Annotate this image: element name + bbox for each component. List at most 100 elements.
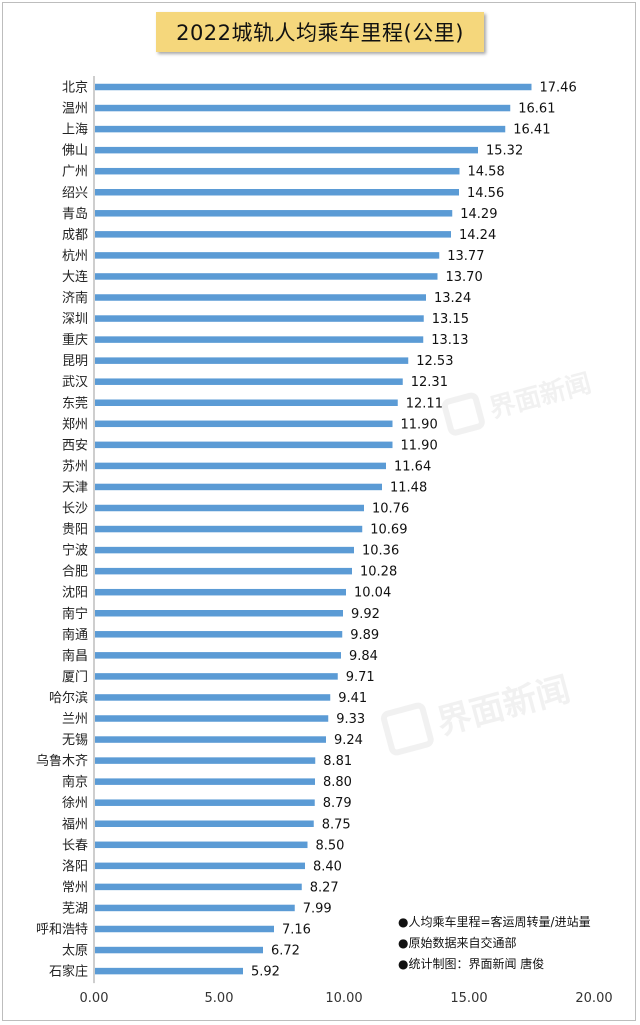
- category-label: 哈尔滨: [49, 690, 88, 706]
- value-label: 8.75: [322, 817, 351, 832]
- category-label: 东莞: [62, 396, 88, 411]
- category-label: 徐州: [62, 796, 88, 811]
- value-label: 8.50: [316, 838, 345, 853]
- category-label: 武汉: [62, 375, 88, 390]
- value-label: 6.72: [271, 944, 300, 959]
- value-label: 12.31: [411, 375, 448, 390]
- bar: [95, 820, 314, 827]
- value-label: 8.81: [323, 754, 352, 769]
- value-label: 7.16: [282, 923, 311, 938]
- bar: [95, 83, 532, 91]
- category-label: 昆明: [62, 354, 88, 369]
- note-source: ●原始数据来自交通部: [398, 936, 517, 950]
- category-label: 广州: [62, 165, 88, 180]
- category-label: 太原: [62, 944, 88, 959]
- category-label: 深圳: [62, 312, 88, 327]
- value-label: 17.46: [540, 81, 577, 96]
- value-label: 9.92: [351, 607, 380, 622]
- category-label: 大连: [62, 269, 88, 285]
- bar: [95, 525, 363, 533]
- value-label: 7.99: [303, 901, 332, 916]
- value-label: 8.27: [310, 880, 339, 895]
- category-label: 常州: [62, 880, 88, 895]
- value-label: 13.15: [432, 312, 469, 327]
- bar: [95, 546, 354, 554]
- bar: [95, 841, 308, 849]
- value-label: 14.24: [459, 228, 496, 243]
- bar: [95, 462, 386, 470]
- value-label: 10.36: [362, 544, 399, 559]
- category-label: 上海: [62, 123, 88, 138]
- bar: [95, 378, 403, 385]
- category-label: 南京: [62, 774, 88, 790]
- bar: [95, 736, 326, 743]
- bar: [95, 925, 274, 933]
- category-label: 长春: [62, 838, 88, 853]
- category-label: 南通: [62, 627, 88, 643]
- bar: [95, 483, 382, 491]
- bar: [95, 252, 440, 259]
- x-tick-label: 15.00: [450, 991, 487, 1006]
- category-label: 郑州: [62, 417, 88, 432]
- category-label: 厦门: [62, 670, 88, 685]
- value-label: 10.76: [372, 502, 409, 517]
- category-label: 佛山: [62, 144, 88, 159]
- value-label: 13.24: [434, 291, 471, 306]
- category-label: 重庆: [62, 332, 88, 348]
- bar: [95, 441, 393, 449]
- x-tick-label: 0.00: [80, 991, 109, 1006]
- bar: [95, 399, 398, 406]
- bar: [95, 210, 453, 217]
- bar: [95, 757, 316, 764]
- value-label: 8.40: [313, 859, 342, 874]
- category-label: 兰州: [62, 712, 88, 727]
- category-label: 石家庄: [49, 964, 88, 980]
- x-tick-label: 5.00: [205, 991, 234, 1006]
- value-label: 13.13: [431, 333, 468, 348]
- category-label: 青岛: [62, 206, 88, 222]
- category-label: 苏州: [62, 458, 88, 474]
- value-label: 16.41: [513, 123, 550, 138]
- value-label: 9.33: [336, 712, 365, 727]
- value-label: 16.61: [518, 102, 555, 117]
- bar: [95, 125, 506, 133]
- bar: [95, 273, 438, 280]
- category-label: 宁波: [62, 543, 88, 559]
- bar: [95, 357, 409, 364]
- bar: [95, 189, 459, 196]
- category-label: 成都: [62, 228, 88, 243]
- bar: [95, 946, 263, 954]
- value-label: 10.69: [370, 523, 407, 538]
- value-label: 11.64: [394, 459, 431, 474]
- chart-title: 2022城轨人均乘车里程(公里): [156, 12, 484, 52]
- bar: [95, 315, 424, 322]
- x-tick-label: 10.00: [325, 991, 362, 1006]
- bar: [95, 862, 305, 870]
- bar: [95, 883, 302, 891]
- value-label: 10.28: [360, 565, 397, 580]
- category-label: 长沙: [62, 502, 88, 517]
- bar: [95, 567, 352, 575]
- category-label: 福州: [62, 817, 88, 832]
- bar: [95, 904, 295, 912]
- bar: [95, 652, 341, 659]
- category-label: 无锡: [62, 733, 88, 748]
- category-label: 洛阳: [62, 859, 88, 874]
- value-label: 11.90: [401, 417, 438, 432]
- category-label: 呼和浩特: [36, 923, 88, 938]
- value-label: 14.56: [467, 186, 504, 201]
- value-label: 9.41: [338, 691, 367, 706]
- category-label: 绍兴: [62, 186, 88, 201]
- category-label: 乌鲁木齐: [36, 753, 88, 769]
- bar: [95, 167, 460, 175]
- bar: [95, 420, 393, 428]
- category-label: 济南: [62, 290, 88, 306]
- category-label: 贵阳: [62, 523, 88, 538]
- note-credit: ●统计制图：界面新闻 唐俊: [398, 957, 545, 971]
- value-label: 9.71: [346, 670, 375, 685]
- bar: [95, 504, 364, 512]
- bar: [95, 967, 243, 975]
- bar: [95, 673, 338, 680]
- value-label: 14.29: [460, 207, 497, 222]
